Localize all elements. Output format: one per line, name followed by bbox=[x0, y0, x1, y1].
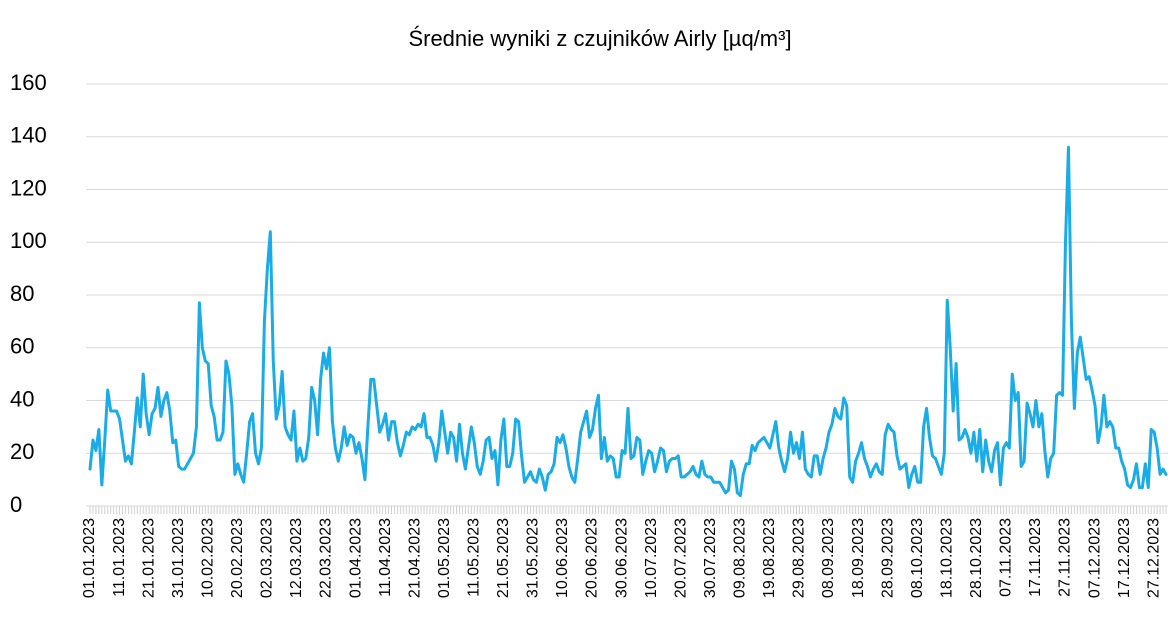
x-tick-label: 11.05.2023 bbox=[466, 518, 483, 597]
x-tick-label: 22.03.2023 bbox=[318, 518, 335, 598]
x-tick-label: 31.01.2023 bbox=[170, 518, 187, 598]
x-tick-label: 18.10.2023 bbox=[938, 518, 955, 598]
x-tick-label: 20.02.2023 bbox=[229, 518, 246, 598]
x-tick-label: 01.01.2023 bbox=[81, 518, 98, 598]
x-tick-label: 21.05.2023 bbox=[495, 518, 512, 598]
x-tick-label: 21.01.2023 bbox=[140, 518, 157, 598]
data-line bbox=[88, 145, 1168, 497]
y-tick-label: 100 bbox=[10, 228, 47, 253]
x-tick-label: 31.05.2023 bbox=[525, 518, 542, 598]
y-tick-label: 80 bbox=[10, 281, 34, 306]
x-tick-label: 11.04.2023 bbox=[377, 518, 394, 597]
x-tick-label: 01.05.2023 bbox=[436, 518, 453, 598]
x-tick-label: 10.07.2023 bbox=[643, 518, 660, 598]
x-tick-label: 28.10.2023 bbox=[968, 518, 985, 598]
x-tick-label: 21.04.2023 bbox=[406, 518, 423, 598]
y-tick-label: 40 bbox=[10, 386, 34, 411]
x-tick-label: 10.02.2023 bbox=[199, 518, 216, 598]
x-tick-label: 20.07.2023 bbox=[672, 518, 689, 598]
x-tick-label: 27.12.2023 bbox=[1145, 518, 1162, 598]
x-tick-label: 11.01.2023 bbox=[111, 518, 128, 597]
x-tick-label: 01.04.2023 bbox=[347, 518, 364, 598]
x-tick-label: 19.08.2023 bbox=[761, 518, 778, 598]
x-tick-label: 08.10.2023 bbox=[909, 518, 926, 598]
x-tick-label: 29.08.2023 bbox=[791, 518, 808, 598]
y-tick-label: 60 bbox=[10, 334, 34, 359]
x-tick-label: 17.11.2023 bbox=[1027, 518, 1044, 597]
y-tick-label: 120 bbox=[10, 175, 47, 200]
x-tick-label: 28.09.2023 bbox=[879, 518, 896, 598]
x-tick-label: 07.12.2023 bbox=[1086, 518, 1103, 598]
x-tick-label: 17.12.2023 bbox=[1116, 518, 1133, 598]
x-tick-label: 10.06.2023 bbox=[554, 518, 571, 598]
x-tick-label: 18.09.2023 bbox=[850, 518, 867, 598]
x-tick-label: 30.07.2023 bbox=[702, 518, 719, 598]
y-tick-label: 140 bbox=[10, 123, 47, 148]
y-tick-label: 20 bbox=[10, 439, 34, 464]
x-tick-label: 20.06.2023 bbox=[584, 518, 601, 598]
x-tick-label: 02.03.2023 bbox=[259, 518, 276, 598]
x-tick-label: 12.03.2023 bbox=[288, 518, 305, 598]
x-tick-label: 09.08.2023 bbox=[732, 518, 749, 598]
x-tick-label: 30.06.2023 bbox=[613, 518, 630, 598]
chart-title: Średnie wyniki z czujników Airly [µq/m³] bbox=[408, 26, 791, 51]
y-tick-label: 160 bbox=[10, 70, 47, 95]
x-tick-label: 27.11.2023 bbox=[1057, 518, 1074, 597]
y-tick-label: 0 bbox=[10, 492, 22, 517]
x-tick-label: 08.09.2023 bbox=[820, 518, 837, 598]
x-tick-label: 07.11.2023 bbox=[998, 518, 1015, 597]
